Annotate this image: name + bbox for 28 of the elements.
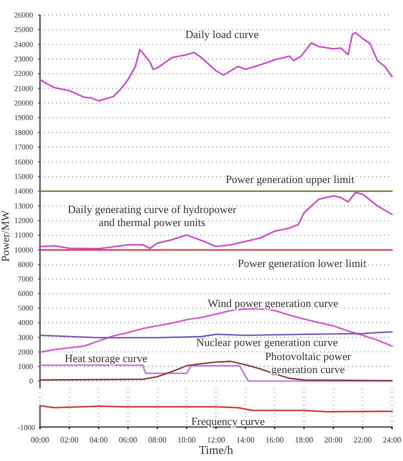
series-label: Daily load curve bbox=[185, 29, 259, 41]
x-tick-label: 08:00 bbox=[148, 436, 166, 445]
x-tick-label: 16:00 bbox=[266, 436, 284, 445]
x-tick-label: 04:00 bbox=[90, 436, 108, 445]
series-label: Nuclear power generation curve bbox=[196, 337, 338, 349]
series-label: Photovoltaic power generation curve bbox=[265, 351, 352, 376]
x-tick-label: 06:00 bbox=[118, 436, 138, 445]
series-label: Power generation upper limit bbox=[226, 174, 354, 186]
series-label: Wind power generation curve bbox=[208, 298, 338, 310]
line-series bbox=[39, 32, 393, 102]
line-series bbox=[39, 308, 393, 353]
series-label: Heat storage curve bbox=[64, 353, 148, 365]
x-tick-label: 24:00 bbox=[382, 436, 402, 445]
series-label: Daily generating curve of hydropower and thermal power units bbox=[68, 204, 237, 229]
x-tick-label: 00:00 bbox=[30, 436, 50, 445]
x-tick-label: 14:00 bbox=[236, 436, 254, 445]
x-tick-label: 18:00 bbox=[294, 436, 314, 445]
line-series bbox=[39, 364, 393, 382]
x-tick-label: 02:00 bbox=[60, 436, 78, 445]
line-series bbox=[39, 192, 393, 250]
x-tick-label: 20:00 bbox=[324, 436, 342, 445]
x-tick-label: 12:00 bbox=[206, 436, 226, 445]
x-tick-label: 22:00 bbox=[354, 436, 372, 445]
x-tick-label: 10:00 bbox=[178, 436, 196, 445]
y-axis-title: Power/MW bbox=[0, 210, 12, 262]
x-axis-title: Time/h bbox=[198, 443, 234, 457]
series-label: Power generation lower limit bbox=[238, 258, 366, 270]
series-label: Frequency curve bbox=[191, 416, 265, 428]
